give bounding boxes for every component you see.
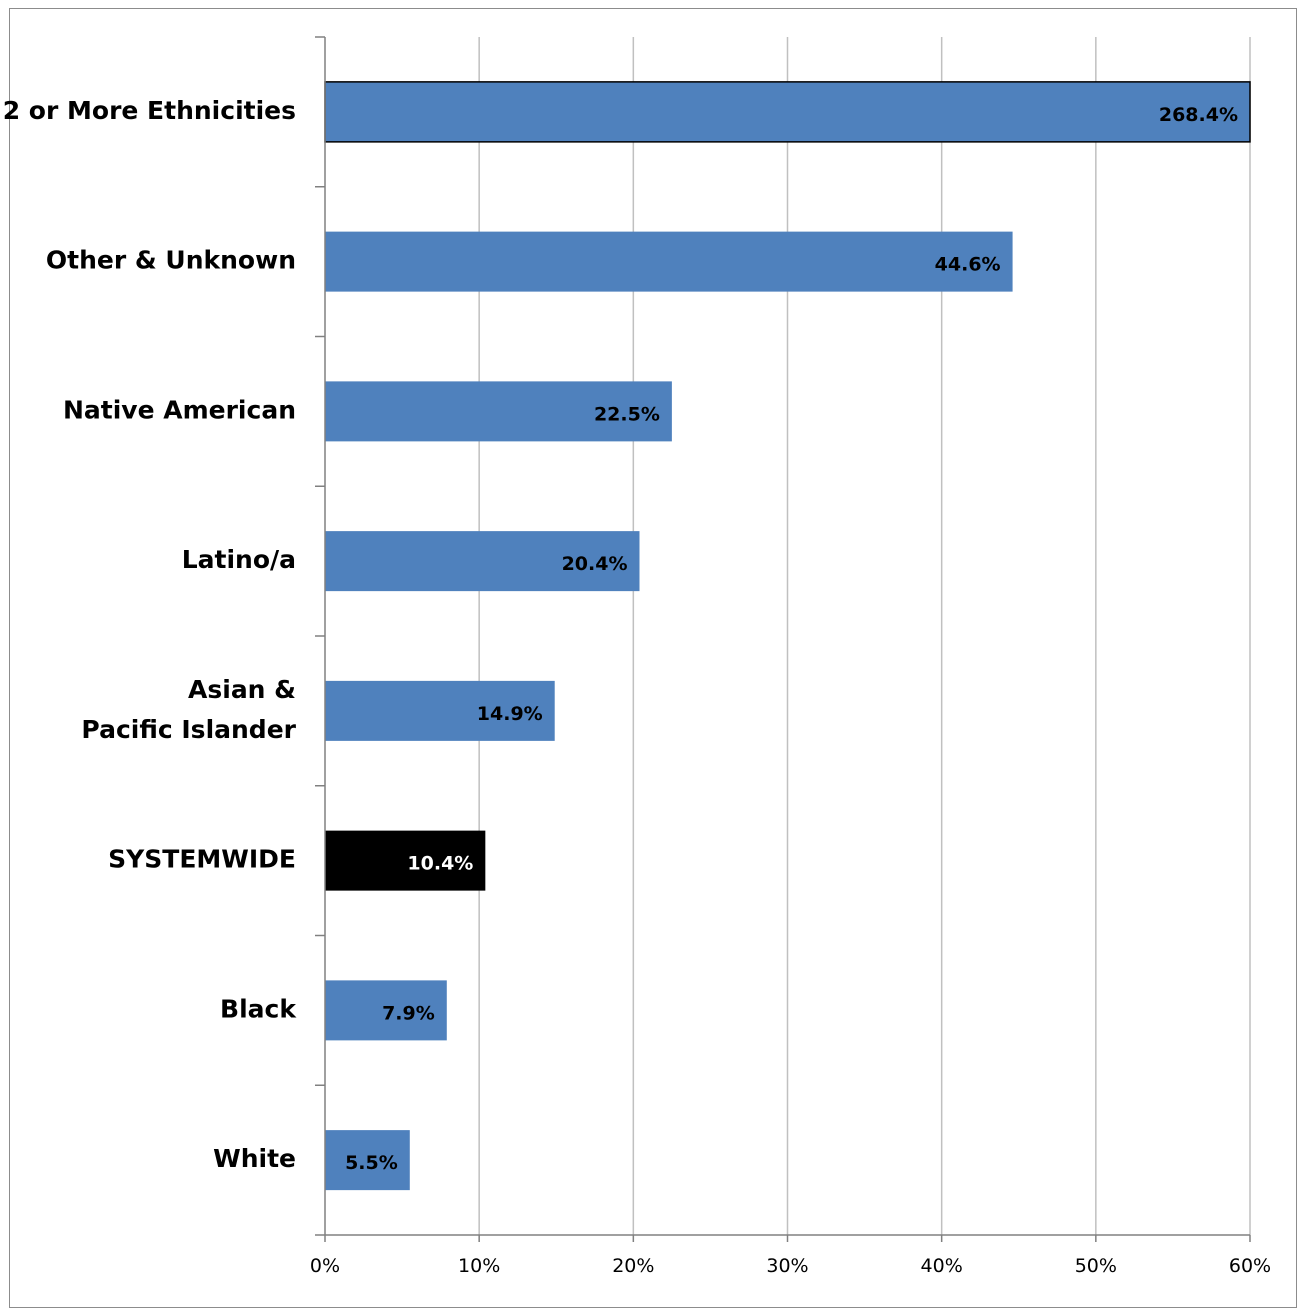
category-label: SYSTEMWIDE xyxy=(108,845,296,874)
x-tick-label: 40% xyxy=(921,1255,963,1277)
bar xyxy=(325,531,640,592)
category-label: 2 or More Ethnicities xyxy=(3,96,296,125)
data-label: 5.5% xyxy=(345,1152,398,1174)
x-tick-label: 10% xyxy=(458,1255,500,1277)
bar xyxy=(325,1130,410,1191)
bars xyxy=(324,81,1251,1191)
data-label: 22.5% xyxy=(594,403,660,425)
category-label: Black xyxy=(220,994,297,1023)
category-label: Other & Unknown xyxy=(46,246,296,275)
bar xyxy=(325,980,447,1041)
x-tick-label: 20% xyxy=(612,1255,654,1277)
data-label: 10.4% xyxy=(407,853,473,875)
data-label: 7.9% xyxy=(382,1002,435,1024)
category-label: Latino/a xyxy=(182,545,296,574)
category-label: White xyxy=(213,1144,296,1173)
bar xyxy=(325,830,486,891)
x-tick-label: 60% xyxy=(1229,1255,1271,1277)
data-label: 14.9% xyxy=(477,703,543,725)
x-tick-label: 0% xyxy=(310,1255,340,1277)
axes xyxy=(315,36,1251,1242)
bar xyxy=(325,231,1013,292)
data-label: 44.6% xyxy=(935,254,1001,276)
category-label: Asian & xyxy=(188,675,296,704)
x-tick-label: 50% xyxy=(1075,1255,1117,1277)
grid-lines xyxy=(478,37,1251,1235)
labels: 0% 10% 20% 30% 40% 50% 60% 268.4% 2 or More Ethn… xyxy=(3,96,1271,1277)
bar xyxy=(325,680,555,741)
bar xyxy=(324,81,1251,143)
bar xyxy=(325,381,672,442)
data-label: 20.4% xyxy=(562,553,628,575)
data-label: 268.4% xyxy=(1159,104,1238,126)
x-tick-label: 30% xyxy=(766,1255,808,1277)
category-label: Pacific Islander xyxy=(81,715,296,744)
category-label: Native American xyxy=(63,395,296,424)
